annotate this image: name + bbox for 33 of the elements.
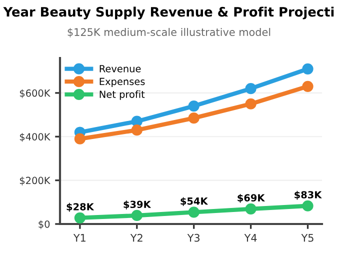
x-tick-label: Y1 [73,234,86,242]
point [131,124,142,136]
point [131,116,142,127]
x-tick-label: Y3 [187,234,200,242]
point [188,100,200,112]
data-label: $54K [180,197,208,206]
x-tick-label: Y2 [130,234,142,242]
legend-label: Revenue [100,65,141,72]
point [74,212,86,224]
point [188,112,200,124]
point [245,83,256,94]
y-tick-label: $0 [38,220,50,230]
point [131,210,142,222]
chart-title: Year Beauty Supply Revenue & Profit Projecti [3,6,334,20]
point [302,200,314,212]
data-label: $39K [124,200,152,210]
point [302,63,314,74]
y-tick-label: $200K [20,176,50,186]
legend-label: Expenses [100,78,145,88]
y-tick-label: $600K [20,89,50,98]
x-tick-label: Y4 [244,234,257,242]
point [245,203,256,214]
point [245,98,256,110]
data-label: $83K [294,190,322,200]
legend-label: Net profit [100,90,145,100]
x-tick-label: Y5 [301,234,314,242]
chart-subtitle: $125K medium-scale illustrative model [68,28,270,38]
data-label: $28K [66,202,94,212]
y-tick-label: $400K [20,132,50,142]
data-label: $69K [238,194,266,203]
point [74,133,86,144]
point [302,80,314,92]
point [188,206,200,218]
